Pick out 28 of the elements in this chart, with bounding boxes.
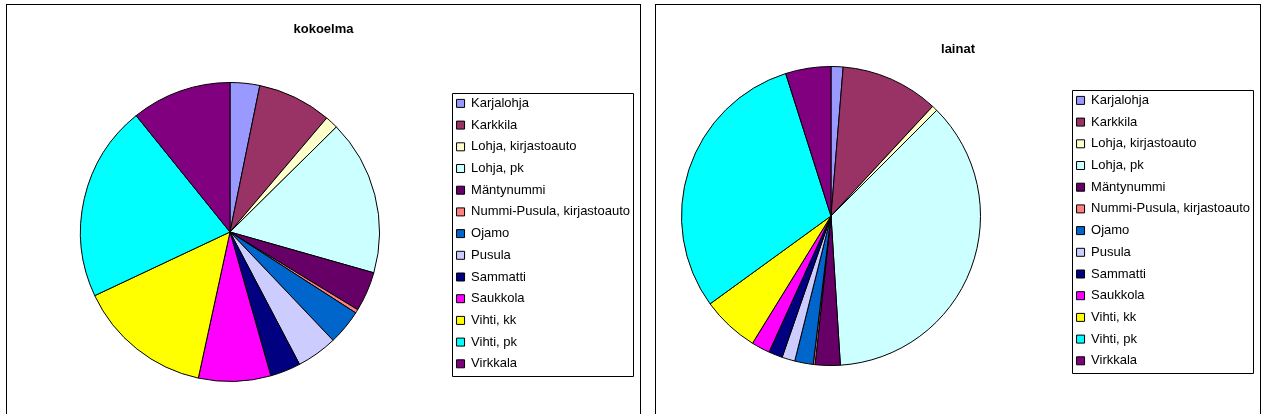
legend-label: Pusula — [1091, 243, 1132, 259]
legend-label: Vihti, pk — [1091, 330, 1138, 346]
chart-title: lainat — [941, 41, 976, 57]
legend-label: Ojamo — [1091, 222, 1130, 238]
legend-label: Vihti, kk — [1091, 308, 1137, 324]
legend-label: Sammatti — [471, 268, 527, 284]
legend-label: Lohja, kirjastoauto — [471, 138, 577, 154]
legend-label: Mäntynummi — [1091, 178, 1166, 194]
legend-label: Karjalohja — [1091, 91, 1150, 107]
legend-label: Lohja, pk — [1091, 157, 1145, 173]
legend-label: Virkkala — [1091, 352, 1138, 368]
legend-label: Sammatti — [1091, 265, 1147, 281]
legend-label: Pusula — [471, 246, 512, 262]
legend-label: Nummi-Pusula, kirjastoauto — [471, 203, 631, 219]
legend-label: Mäntynummi — [471, 181, 546, 197]
legend-label: Karjalohja — [471, 94, 530, 110]
legend-label: Vihti, kk — [471, 311, 517, 327]
legend-label: Saukkola — [1091, 287, 1146, 303]
legend-label: Lohja, pk — [471, 160, 525, 176]
chart-title: kokoelma — [293, 21, 355, 37]
legend-label: Virkkala — [471, 355, 518, 371]
legend-label: Karkkila — [1091, 113, 1139, 129]
legend-label: Vihti, pk — [471, 333, 518, 349]
legend-label: Saukkola — [471, 290, 526, 306]
legend-label: Ojamo — [471, 225, 510, 241]
legend-label: Nummi-Pusula, kirjastoauto — [1091, 200, 1251, 216]
legend-label: Karkkila — [471, 116, 519, 132]
legend-label: Lohja, kirjastoauto — [1091, 135, 1197, 151]
